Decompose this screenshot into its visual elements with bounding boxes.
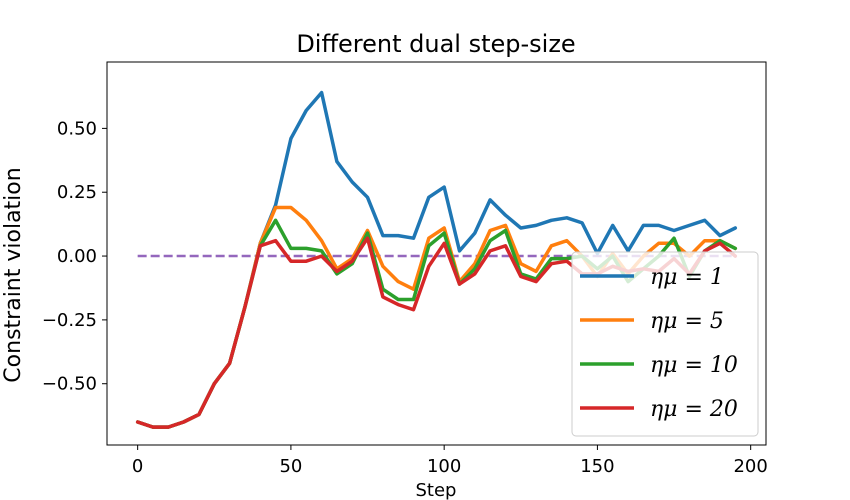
legend-label-1: ημ = 1: [650, 265, 724, 290]
y-tick-label: 0.50: [57, 118, 97, 139]
y-tick-label: 0.00: [57, 246, 97, 267]
x-tick-label: 100: [427, 456, 461, 477]
legend: ημ = 1 ημ = 5 ημ = 10 ημ = 20: [571, 251, 759, 437]
x-axis-label: Step: [416, 480, 457, 500]
x-tick-label: 50: [279, 456, 302, 477]
y-tick-label: 0.25: [57, 182, 97, 203]
plot-frame: [106, 61, 767, 446]
y-tick-label: −0.50: [42, 374, 97, 395]
legend-box: [571, 251, 759, 437]
legend-label-2: ημ = 5: [650, 309, 724, 334]
legend-label-4: ημ = 20: [650, 397, 738, 422]
y-tick-label: −0.25: [42, 310, 97, 331]
chart-title: Different dual step-size: [296, 30, 575, 58]
legend-label-3: ημ = 10: [650, 353, 738, 378]
axis-ticks: 0 50 100 150 200 −0.50 −0.25 0.00 0.25 0.50: [42, 118, 768, 477]
x-tick-label: 0: [132, 456, 143, 477]
x-tick-label: 150: [580, 456, 614, 477]
y-axis-label: Constraint violation: [1, 167, 26, 382]
x-tick-label: 200: [733, 456, 767, 477]
